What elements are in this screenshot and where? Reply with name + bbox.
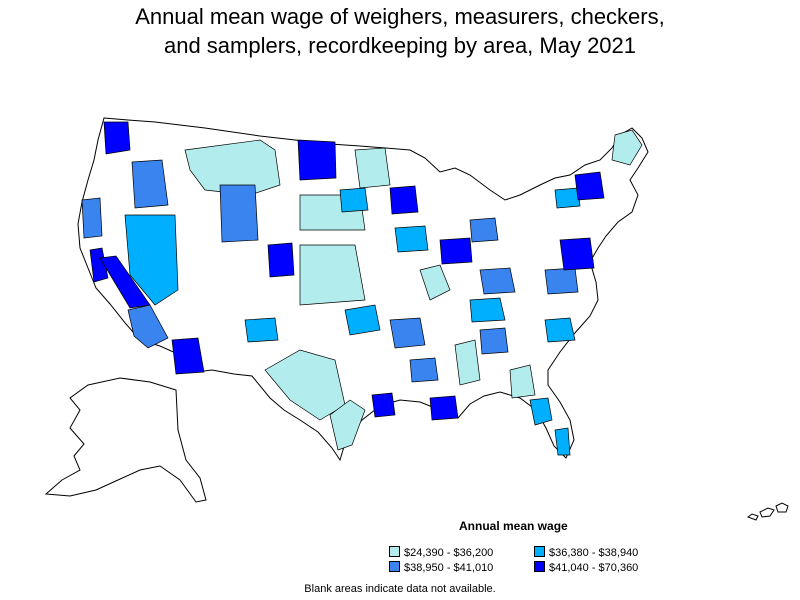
alaska [44,377,207,503]
area-louisiana-north [409,357,439,383]
area-central-valley [99,255,151,309]
map-title-line-1: Annual mean wage of weighers, measurers,… [135,4,665,29]
legend-label-3: $38,950 - $41,010 [404,562,494,574]
alaska-outline [44,377,207,503]
area-new-england [574,171,605,201]
legend-title: Annual mean wage [459,519,568,533]
area-south-texas [329,399,366,451]
area-south-carolina [544,317,576,343]
area-north-dakota-east [297,139,337,181]
area-kentucky [479,267,516,295]
legend-item-3: $38,950 - $41,010 [389,561,493,574]
area-idaho-oregon [131,159,169,209]
area-nebraska-kansas [299,244,366,306]
hawaii-outline [746,502,789,521]
metro-areas [81,121,643,456]
legend-label-2: $36,380 - $38,940 [549,547,639,559]
area-wyoming [219,184,259,243]
area-colorado-east [244,317,279,343]
area-maine [611,129,643,166]
area-texas-east [371,392,396,418]
area-missouri [419,264,451,301]
legend-swatch-1 [389,546,400,557]
area-tennessee [469,297,506,323]
legend-label-1: $24,390 - $36,200 [404,547,494,559]
area-new-york-central [554,187,581,209]
area-nevada [124,214,179,306]
area-wisconsin-illinois [389,185,419,215]
area-oklahoma [344,304,381,336]
area-mississippi [454,339,481,386]
legend-swatch-2 [534,546,545,557]
area-montana [184,139,281,196]
area-arizona-central [171,337,205,375]
area-arkansas [389,317,426,349]
area-north-dakota-west [354,147,391,189]
legend-item-2: $36,380 - $38,940 [534,546,638,559]
area-michigan [469,217,499,243]
area-virginia [544,267,579,295]
legend-swatch-3 [389,561,400,572]
area-florida-south [554,427,571,456]
map-title-line-2: and samplers, recordkeeping by area, May… [163,33,637,58]
area-bay-area [89,247,109,283]
area-mid-atlantic [559,237,595,271]
area-alabama [479,327,509,355]
area-washington-west [103,121,131,155]
area-oregon-coast [81,197,103,239]
legend-item-4: $41,040 - $70,360 [534,561,638,574]
area-indiana [439,237,473,265]
area-georgia-south [509,364,536,399]
area-minnesota [339,187,369,213]
legend-swatch-4 [534,561,545,572]
map-title: Annual mean wage of weighers, measurers,… [0,2,800,60]
footnote: Blank areas indicate data not available. [304,583,496,595]
area-louisiana-south [429,395,459,421]
area-florida-north [529,397,553,426]
hawaii [746,502,789,521]
area-iowa [394,225,429,253]
legend-label-4: $41,040 - $70,360 [549,562,639,574]
legend-item-1: $24,390 - $36,200 [389,546,493,559]
area-utah-colorado [267,242,295,278]
